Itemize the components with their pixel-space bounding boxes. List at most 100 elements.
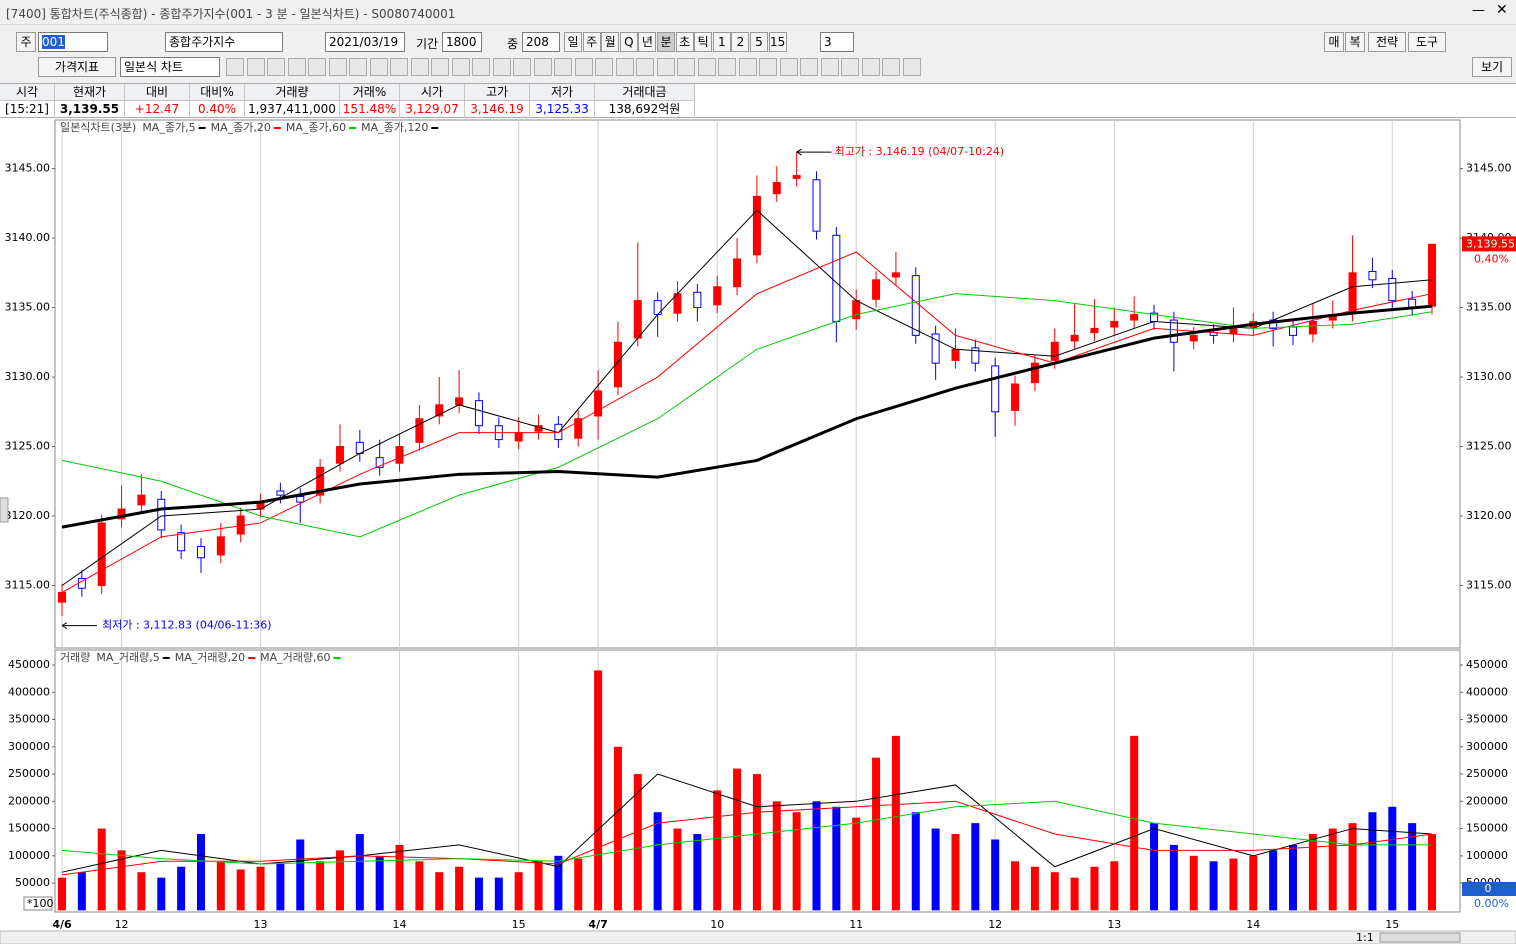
tool-icon[interactable] <box>841 58 859 76</box>
legend-label: MA_종가,5 <box>142 121 195 134</box>
tool-icon[interactable] <box>615 58 634 76</box>
period-button[interactable]: 5 <box>750 32 768 52</box>
tool-icon[interactable] <box>595 58 613 76</box>
period-button[interactable]: 주 <box>582 32 601 52</box>
view-button[interactable]: 보기 <box>1472 57 1512 77</box>
close-button[interactable]: ✕ <box>1496 2 1508 18</box>
tool-icon[interactable] <box>902 58 921 76</box>
candle-body <box>375 457 384 468</box>
y-tick-label: 3115.00 <box>1466 578 1512 591</box>
period-button[interactable]: 틱 <box>694 32 713 52</box>
volume-bar <box>792 812 801 911</box>
tool-icon[interactable] <box>287 58 306 76</box>
right-button[interactable]: 전략 <box>1368 32 1406 52</box>
volume-bar <box>1308 834 1317 911</box>
period-input[interactable]: 1800 <box>442 32 482 52</box>
tool-icon[interactable] <box>820 58 839 76</box>
volume-bar <box>415 861 424 911</box>
tool-icon[interactable] <box>882 58 900 76</box>
y-tick-label: 3135.00 <box>5 301 51 314</box>
tool-icon[interactable] <box>308 58 326 76</box>
legend-swatch <box>248 657 256 659</box>
candle-body <box>1169 319 1178 343</box>
code-input[interactable]: 001 <box>38 32 108 52</box>
min-button[interactable]: — <box>1472 3 1485 18</box>
tool-icon[interactable] <box>574 58 593 76</box>
toolbar-1: 주 001 종합주가지수 2021/03/19 기간 1800 중 208 3 … <box>0 30 1516 54</box>
right-button[interactable]: 도구 <box>1408 32 1446 52</box>
tool-icon[interactable] <box>226 58 244 76</box>
candle-body <box>137 494 146 506</box>
tool-icon[interactable] <box>718 58 736 76</box>
volume-bar <box>812 801 821 911</box>
quote-value: 1,937,411,000 <box>245 101 340 118</box>
tool-icon[interactable] <box>267 58 285 76</box>
tool-icon[interactable] <box>513 58 531 76</box>
tool-icon[interactable] <box>492 58 511 76</box>
style-select[interactable]: 일본식 차트 <box>120 57 220 77</box>
date-input[interactable]: 2021/03/19 <box>325 32 405 52</box>
volume-bar <box>574 858 583 911</box>
volume-bar <box>276 864 285 911</box>
volume-bar <box>395 844 404 911</box>
candle-body <box>1090 327 1099 334</box>
count-input[interactable]: 208 <box>522 32 560 52</box>
candle-body <box>196 546 205 559</box>
tool-icon[interactable] <box>656 58 675 76</box>
scroll-thumb[interactable] <box>1379 932 1461 943</box>
indicator-button[interactable]: 가격지표 <box>38 57 116 77</box>
ma-line <box>61 800 1432 865</box>
quote-header: 고가 <box>465 84 530 101</box>
tool-icon[interactable] <box>533 58 552 76</box>
period-button[interactable]: 년 <box>638 32 657 52</box>
name-input[interactable]: 종합주가지수 <box>165 32 283 52</box>
tool-icon[interactable] <box>779 58 798 76</box>
quote-value: 3,139.55 <box>55 101 125 118</box>
volume-bar <box>1368 812 1377 911</box>
volume-bar <box>375 855 384 911</box>
quote-value: 138,692억원 <box>595 101 695 118</box>
volume-bar <box>1169 844 1178 911</box>
candle-body <box>613 341 622 388</box>
volume-bar <box>1011 861 1020 911</box>
tool-icon[interactable] <box>759 58 777 76</box>
period-button[interactable]: 2 <box>731 32 750 52</box>
volume-bar <box>653 812 662 911</box>
volume-bar <box>713 790 722 911</box>
tool-icon[interactable] <box>738 58 757 76</box>
right-button[interactable]: 복 <box>1345 32 1365 52</box>
period-button[interactable]: 15 <box>768 32 787 52</box>
period-label: 기간 <box>416 37 439 51</box>
title-bar: [7400] 통합차트(주식종합) - 종합주가지수(001 - 3 분 - 일… <box>0 0 1516 25</box>
volume-frame <box>54 649 1461 913</box>
period-button[interactable]: 1 <box>712 32 731 52</box>
tool-icon[interactable] <box>246 58 265 76</box>
tool-icon[interactable] <box>554 58 572 76</box>
interval-input[interactable]: 3 <box>820 32 854 52</box>
period-button[interactable]: Q <box>619 32 638 52</box>
tool-icon[interactable] <box>451 58 470 76</box>
quote-header: 저가 <box>530 84 595 101</box>
tool-icon[interactable] <box>636 58 654 76</box>
market-button[interactable]: 주 <box>16 32 36 52</box>
tool-icon[interactable] <box>390 58 408 76</box>
tool-icon[interactable] <box>410 58 429 76</box>
volume-bar <box>1189 855 1198 911</box>
tool-icon[interactable] <box>697 58 716 76</box>
tool-icon[interactable] <box>677 58 695 76</box>
tool-icon[interactable] <box>472 58 490 76</box>
period-button[interactable]: 월 <box>601 32 620 52</box>
tool-icon[interactable] <box>349 58 367 76</box>
tool-icon[interactable] <box>328 58 347 76</box>
period-button[interactable]: 일 <box>564 32 582 52</box>
tool-icon[interactable] <box>861 58 880 76</box>
tool-icon[interactable] <box>431 58 449 76</box>
tool-icon[interactable] <box>369 58 388 76</box>
right-button[interactable]: 매 <box>1324 32 1344 52</box>
volume-bar <box>157 877 166 911</box>
tool-icon[interactable] <box>800 58 818 76</box>
period-button[interactable]: 분 <box>657 32 675 52</box>
y-tick-label: 50000 <box>15 876 50 889</box>
period-button[interactable]: 초 <box>675 32 694 52</box>
candle-body <box>1050 341 1059 361</box>
